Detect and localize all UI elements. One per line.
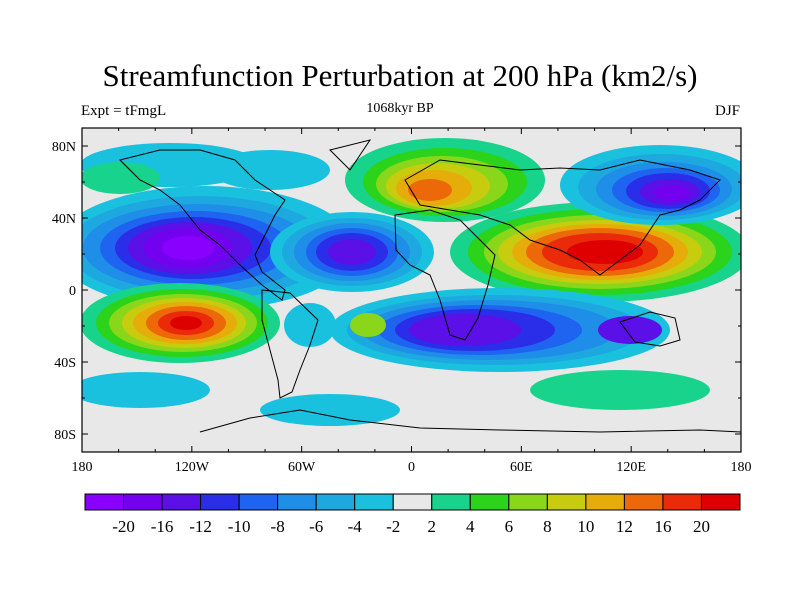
colorbar-swatch xyxy=(200,493,240,511)
colorbar-label: -8 xyxy=(271,517,285,536)
colorbar-label: 6 xyxy=(505,517,514,536)
colorbar-label: 4 xyxy=(466,517,475,536)
lon-tick-label: 60W xyxy=(288,460,316,475)
colorbar-swatch xyxy=(700,493,741,511)
colorbar-label: -4 xyxy=(348,517,363,536)
colorbar-swatch xyxy=(315,493,356,511)
colorbar xyxy=(84,493,741,511)
colorbar-label: -20 xyxy=(112,517,135,536)
europe-ridge xyxy=(345,138,545,222)
colorbar-swatch xyxy=(623,493,664,511)
lon-tick-label: 120W xyxy=(175,460,210,475)
lon-tick-label: 120E xyxy=(616,460,646,475)
latitude-labels: 80N 40N 0 40S 80S xyxy=(52,140,76,443)
lat-tick-label: 40N xyxy=(52,212,76,227)
colorbar-label: 8 xyxy=(543,517,552,536)
colorbar-label: 12 xyxy=(616,517,633,536)
experiment-label: Expt = tFmgL xyxy=(81,103,167,119)
colorbar-swatch xyxy=(431,493,471,511)
lon-tick-label: 180 xyxy=(731,460,752,475)
southern-ocean-trough-west xyxy=(82,372,210,408)
colorbar-label: -16 xyxy=(151,517,174,536)
axis-ticks xyxy=(81,128,742,452)
southern-green-cell xyxy=(350,313,386,337)
colorbar-swatch xyxy=(84,493,125,511)
southern-ocean-ridge xyxy=(530,370,710,410)
time-label: 1068kyr BP xyxy=(366,101,434,116)
lon-tick-label: 60E xyxy=(510,460,533,475)
northeast-asia-trough xyxy=(560,145,741,225)
colorbar-swatch xyxy=(238,493,279,511)
colorbar-swatch xyxy=(469,493,510,511)
colorbar-swatch xyxy=(161,493,202,511)
southern-ocean-trough-east xyxy=(260,394,400,426)
colorbar-label: 20 xyxy=(693,517,710,536)
colorbar-label: 2 xyxy=(428,517,437,536)
north-atlantic-trough xyxy=(270,212,434,292)
asia-ridge xyxy=(450,202,741,302)
colorbar-swatch xyxy=(585,493,625,511)
colorbar-label: 10 xyxy=(577,517,594,536)
colorbar-swatch xyxy=(546,493,587,511)
colorbar-swatch xyxy=(392,493,433,511)
colorbar-swatch xyxy=(662,493,702,511)
plot-title: Streamfunction Perturbation at 200 hPa (… xyxy=(102,58,698,93)
season-label: DJF xyxy=(714,103,740,119)
colorbar-label: -6 xyxy=(309,517,323,536)
colorbar-label: 16 xyxy=(654,517,671,536)
lat-tick-label: 40S xyxy=(54,356,76,371)
colorbar-label: -12 xyxy=(189,517,212,536)
lon-tick-label: 0 xyxy=(408,460,415,475)
south-indian-trough xyxy=(330,288,670,372)
colorbar-swatch xyxy=(277,493,317,511)
lat-tick-label: 80S xyxy=(54,428,76,443)
lat-tick-label: 0 xyxy=(69,284,76,299)
colorbar-swatch xyxy=(123,493,163,511)
lon-tick-label: 180 xyxy=(72,460,93,475)
southern-cyan-cell xyxy=(284,303,336,347)
colorbar-swatch xyxy=(508,493,548,511)
colorbar-swatch xyxy=(354,493,394,511)
lat-tick-label: 80N xyxy=(52,140,76,155)
colorbar-label: -2 xyxy=(386,517,400,536)
colorbar-label: -10 xyxy=(228,517,251,536)
south-pacific-ridge xyxy=(82,283,280,363)
north-pacific-trough xyxy=(82,186,355,310)
colorbar-labels: -20 -16 -12 -10 -8 -6 -4 -2 2 4 6 8 10 12 16 20 xyxy=(112,517,710,536)
longitude-labels: 180 120W 60W 0 60E 120E 180 xyxy=(72,460,752,475)
coastlines xyxy=(119,139,741,433)
map-area xyxy=(82,128,741,452)
